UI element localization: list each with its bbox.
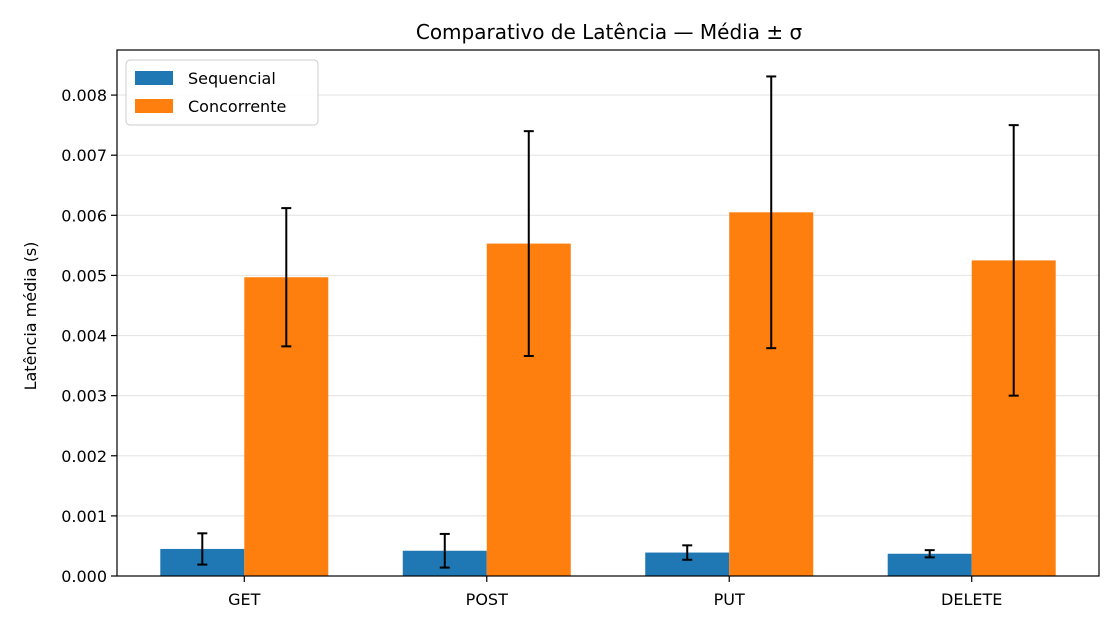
x-tick-label: PUT xyxy=(714,590,745,609)
bars-group xyxy=(160,212,1056,576)
legend-label: Concorrente xyxy=(188,97,286,116)
legend-label: Sequencial xyxy=(188,69,276,88)
x-tick-label: POST xyxy=(466,590,508,609)
y-tick-label: 0.001 xyxy=(61,507,107,526)
y-tick-label: 0.002 xyxy=(61,447,107,466)
x-axis: GET POST PUT DELETE xyxy=(228,576,1002,609)
y-tick-label: 0.005 xyxy=(61,266,107,285)
y-axis-label: Latência média (s) xyxy=(21,242,40,391)
y-tick-label: 0.006 xyxy=(61,206,107,225)
y-tick-label: 0.000 xyxy=(61,567,107,586)
error-bars-group xyxy=(197,75,1019,569)
y-tick-label: 0.004 xyxy=(61,327,107,346)
x-tick-label: GET xyxy=(228,590,261,609)
y-tick-label: 0.007 xyxy=(61,146,107,165)
plot-frame xyxy=(116,49,1100,577)
y-tick-label: 0.003 xyxy=(61,387,107,406)
bar-sequencial-put xyxy=(645,552,730,576)
legend: Sequencial Concorrente xyxy=(125,59,319,126)
legend-box xyxy=(125,59,319,126)
legend-swatch xyxy=(135,99,173,113)
y-tick-label: 0.008 xyxy=(61,86,107,105)
legend-swatch xyxy=(135,71,173,85)
y-axis: 0.000 0.001 0.002 0.003 0.004 0.005 0.006 0.007… xyxy=(61,86,117,586)
x-tick-label: DELETE xyxy=(941,590,1002,609)
chart-title: Comparativo de Latência — Média ± σ xyxy=(416,20,803,44)
bar-sequencial-delete xyxy=(887,553,972,576)
